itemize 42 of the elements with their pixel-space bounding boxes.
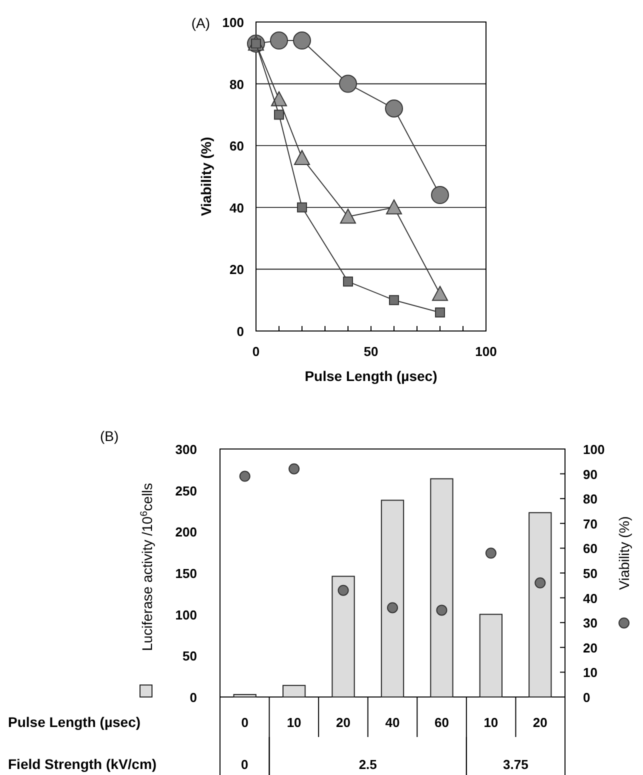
x-tick-label: 10 — [484, 715, 498, 730]
text: Field Strength (kV/cm) — [8, 756, 157, 772]
x-tick-label: 40 — [385, 715, 400, 730]
y2-tick-label: 60 — [583, 541, 598, 556]
x-tick-label: 50 — [364, 344, 378, 359]
chart-title: (A) — [191, 15, 210, 31]
x-tick-label: 100 — [475, 344, 497, 359]
y-tick-label: 300 — [175, 442, 197, 457]
y2-tick-label: 100 — [583, 442, 605, 457]
y-axis-title: Viability (%) — [198, 136, 214, 216]
y-tick-label: 100 — [175, 607, 197, 622]
y-tick-label: 50 — [182, 648, 197, 664]
y2-tick-label: 10 — [583, 665, 598, 680]
x-tick-label: 60 — [434, 715, 449, 730]
y-tick-label: 20 — [230, 262, 244, 278]
y-tick-label: 200 — [175, 524, 197, 540]
text: 3.75 — [503, 757, 528, 772]
y2-tick-label: 20 — [583, 640, 598, 656]
text: 2.5 — [358, 757, 377, 772]
y2-tick-label: 80 — [583, 492, 598, 507]
x-tick-label: 20 — [336, 715, 351, 730]
y-tick-label: 0 — [190, 690, 197, 705]
y2-axis-title: Viability (%) — [616, 516, 632, 590]
y-tick-label: 60 — [230, 138, 244, 154]
x-axis-title: Pulse Length (µsec) — [8, 714, 141, 730]
x-axis-title: Pulse Length (µsec) — [304, 368, 438, 384]
y-tick-label: 250 — [175, 483, 197, 498]
x-tick-label: 10 — [286, 715, 302, 730]
x-tick-label: 20 — [532, 715, 548, 730]
chart-title: (B) — [100, 428, 119, 444]
y2-tick-label: 70 — [583, 516, 598, 532]
y2-tick-label: 40 — [583, 590, 598, 606]
y-tick-label: 100 — [222, 15, 244, 30]
y-tick-label: 150 — [175, 566, 197, 581]
y2-tick-label: 0 — [583, 690, 590, 705]
x-tick-label: 0 — [252, 344, 260, 359]
y2-tick-label: 90 — [583, 466, 598, 482]
y2-tick-label: 50 — [583, 566, 598, 581]
y-tick-label: 40 — [230, 200, 244, 216]
y-tick-label: 80 — [230, 76, 244, 92]
y-tick-label: 0 — [236, 324, 244, 339]
y2-tick-label: 30 — [583, 616, 598, 631]
